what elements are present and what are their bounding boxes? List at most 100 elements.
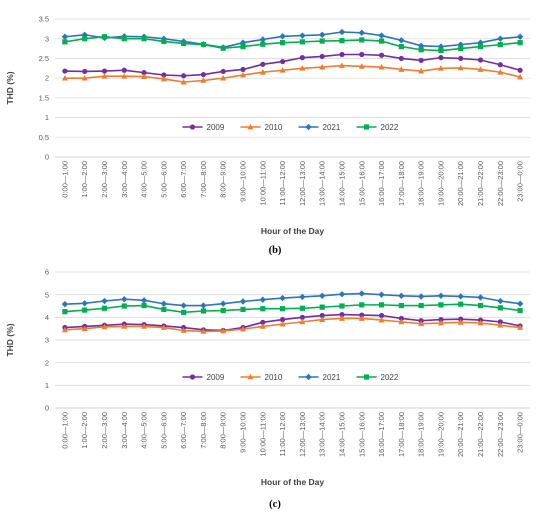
data-point-2021 bbox=[81, 31, 88, 38]
data-point-2010 bbox=[299, 65, 306, 71]
data-point-2022 bbox=[458, 45, 464, 52]
data-point-2022 bbox=[161, 306, 167, 312]
data-point-2022 bbox=[220, 307, 226, 314]
data-point-2009 bbox=[497, 319, 503, 325]
data-point-2009 bbox=[319, 312, 325, 319]
data-point-2022 bbox=[82, 307, 88, 313]
x-tick-label: 10:00—11:00 bbox=[258, 412, 267, 456]
data-point-2021 bbox=[338, 291, 346, 298]
data-point-2022 bbox=[319, 304, 325, 310]
data-point-2010 bbox=[319, 63, 326, 70]
data-point-2022 bbox=[497, 42, 503, 48]
x-tick-label: 14:00—15:00 bbox=[337, 412, 346, 457]
gridlines bbox=[55, 271, 530, 409]
data-point-2021 bbox=[358, 290, 365, 297]
series-line-2009 bbox=[64, 53, 521, 77]
data-point-2009 bbox=[378, 52, 385, 58]
data-point-2021 bbox=[160, 300, 168, 307]
data-point-2021 bbox=[477, 294, 484, 301]
legend-label: 2010 bbox=[265, 123, 283, 132]
data-point-2009 bbox=[200, 71, 207, 78]
data-point-2009 bbox=[418, 57, 424, 64]
data-point-2010 bbox=[61, 74, 68, 81]
data-point-2009 bbox=[339, 51, 345, 58]
x-tick-label: 5:00—6:00 bbox=[159, 412, 168, 449]
y-tick-label: 0 bbox=[45, 153, 49, 162]
legend-item-2022: 2022 bbox=[356, 123, 399, 132]
data-point-2022 bbox=[200, 308, 207, 314]
x-tick-label: 4:00—5:00 bbox=[140, 412, 149, 449]
data-point-2022 bbox=[497, 305, 503, 311]
data-point-2022 bbox=[121, 36, 127, 42]
x-tick-label: 17:00—18:00 bbox=[397, 161, 406, 206]
y-tick-label: 2 bbox=[45, 74, 49, 83]
data-point-2021 bbox=[398, 292, 405, 299]
data-point-2022 bbox=[339, 303, 345, 309]
data-point-2010 bbox=[457, 319, 464, 325]
data-point-2022 bbox=[517, 40, 523, 46]
x-tick-label: 12:00—13:00 bbox=[298, 412, 307, 457]
series-2009 bbox=[62, 51, 523, 79]
data-point-2009 bbox=[339, 312, 345, 318]
y-tick-label: 4 bbox=[45, 313, 49, 322]
data-point-2022 bbox=[477, 302, 484, 309]
data-point-2022 bbox=[141, 36, 147, 42]
x-tick-label: 10:00—11:00 bbox=[258, 161, 267, 205]
data-point-2022 bbox=[378, 302, 385, 308]
y-tick-label: 6 bbox=[45, 268, 49, 277]
data-point-2021 bbox=[259, 36, 267, 43]
legend-marker bbox=[247, 123, 254, 130]
data-point-2022 bbox=[121, 303, 127, 309]
data-point-2009 bbox=[477, 57, 484, 63]
figure-caption: (b) bbox=[269, 245, 282, 256]
legend: 2009 2010 2021 2022 bbox=[174, 370, 411, 384]
data-point-2009 bbox=[517, 67, 523, 73]
x-tick-label: 1:00—2:00 bbox=[80, 161, 89, 198]
series-line-2009 bbox=[64, 313, 521, 332]
series-2022 bbox=[62, 34, 523, 54]
data-point-2010 bbox=[101, 72, 108, 79]
data-point-2009 bbox=[82, 68, 88, 75]
legend-marker bbox=[305, 373, 312, 381]
series-line-2021 bbox=[64, 292, 521, 307]
data-point-2010 bbox=[240, 71, 247, 78]
data-point-2010 bbox=[160, 324, 167, 330]
data-point-2022 bbox=[240, 44, 246, 50]
legend-marker bbox=[363, 374, 370, 380]
x-tick-label: 23:00—0:00 bbox=[516, 412, 525, 453]
y-tick-label: 0.5 bbox=[39, 133, 49, 142]
x-tick-label: 1:00—2:00 bbox=[80, 412, 89, 449]
x-tick-label: 11:00—12:00 bbox=[278, 161, 287, 205]
data-point-2021 bbox=[338, 28, 346, 36]
data-point-2009 bbox=[438, 55, 444, 61]
data-point-2021 bbox=[378, 291, 385, 298]
legend-label: 2010 bbox=[265, 373, 283, 382]
y-axis-title: THD (%) bbox=[5, 71, 15, 104]
x-tick-label: 22:00—23:00 bbox=[496, 412, 505, 457]
data-point-2022 bbox=[398, 302, 404, 309]
series-line-2021 bbox=[64, 31, 521, 49]
data-point-2022 bbox=[477, 44, 484, 50]
data-point-2021 bbox=[497, 35, 504, 42]
data-point-2022 bbox=[181, 309, 187, 315]
data-point-2022 bbox=[101, 305, 108, 311]
x-tick-label: 19:00—20:00 bbox=[436, 161, 445, 206]
data-point-2010 bbox=[220, 74, 227, 81]
data-point-2010 bbox=[338, 315, 345, 321]
data-point-2010 bbox=[398, 66, 405, 72]
data-point-2022 bbox=[62, 39, 68, 45]
data-point-2021 bbox=[299, 32, 306, 39]
x-tick-label: 8:00—9:00 bbox=[219, 412, 228, 449]
data-point-2010 bbox=[358, 63, 365, 69]
data-point-2022 bbox=[398, 44, 404, 50]
x-tick-label: 22:00—23:00 bbox=[496, 161, 505, 206]
legend-item-2010: 2010 bbox=[240, 373, 283, 382]
x-tick-label: 3:00—4:00 bbox=[120, 161, 129, 198]
x-tick-label: 20:00—21:00 bbox=[456, 161, 465, 206]
data-point-2009 bbox=[260, 61, 266, 67]
data-point-2021 bbox=[299, 293, 306, 301]
data-point-2010 bbox=[279, 320, 286, 327]
x-tick-label: 18:00—19:00 bbox=[417, 412, 426, 457]
series-line-2022 bbox=[64, 303, 521, 314]
data-point-2010 bbox=[141, 73, 148, 79]
